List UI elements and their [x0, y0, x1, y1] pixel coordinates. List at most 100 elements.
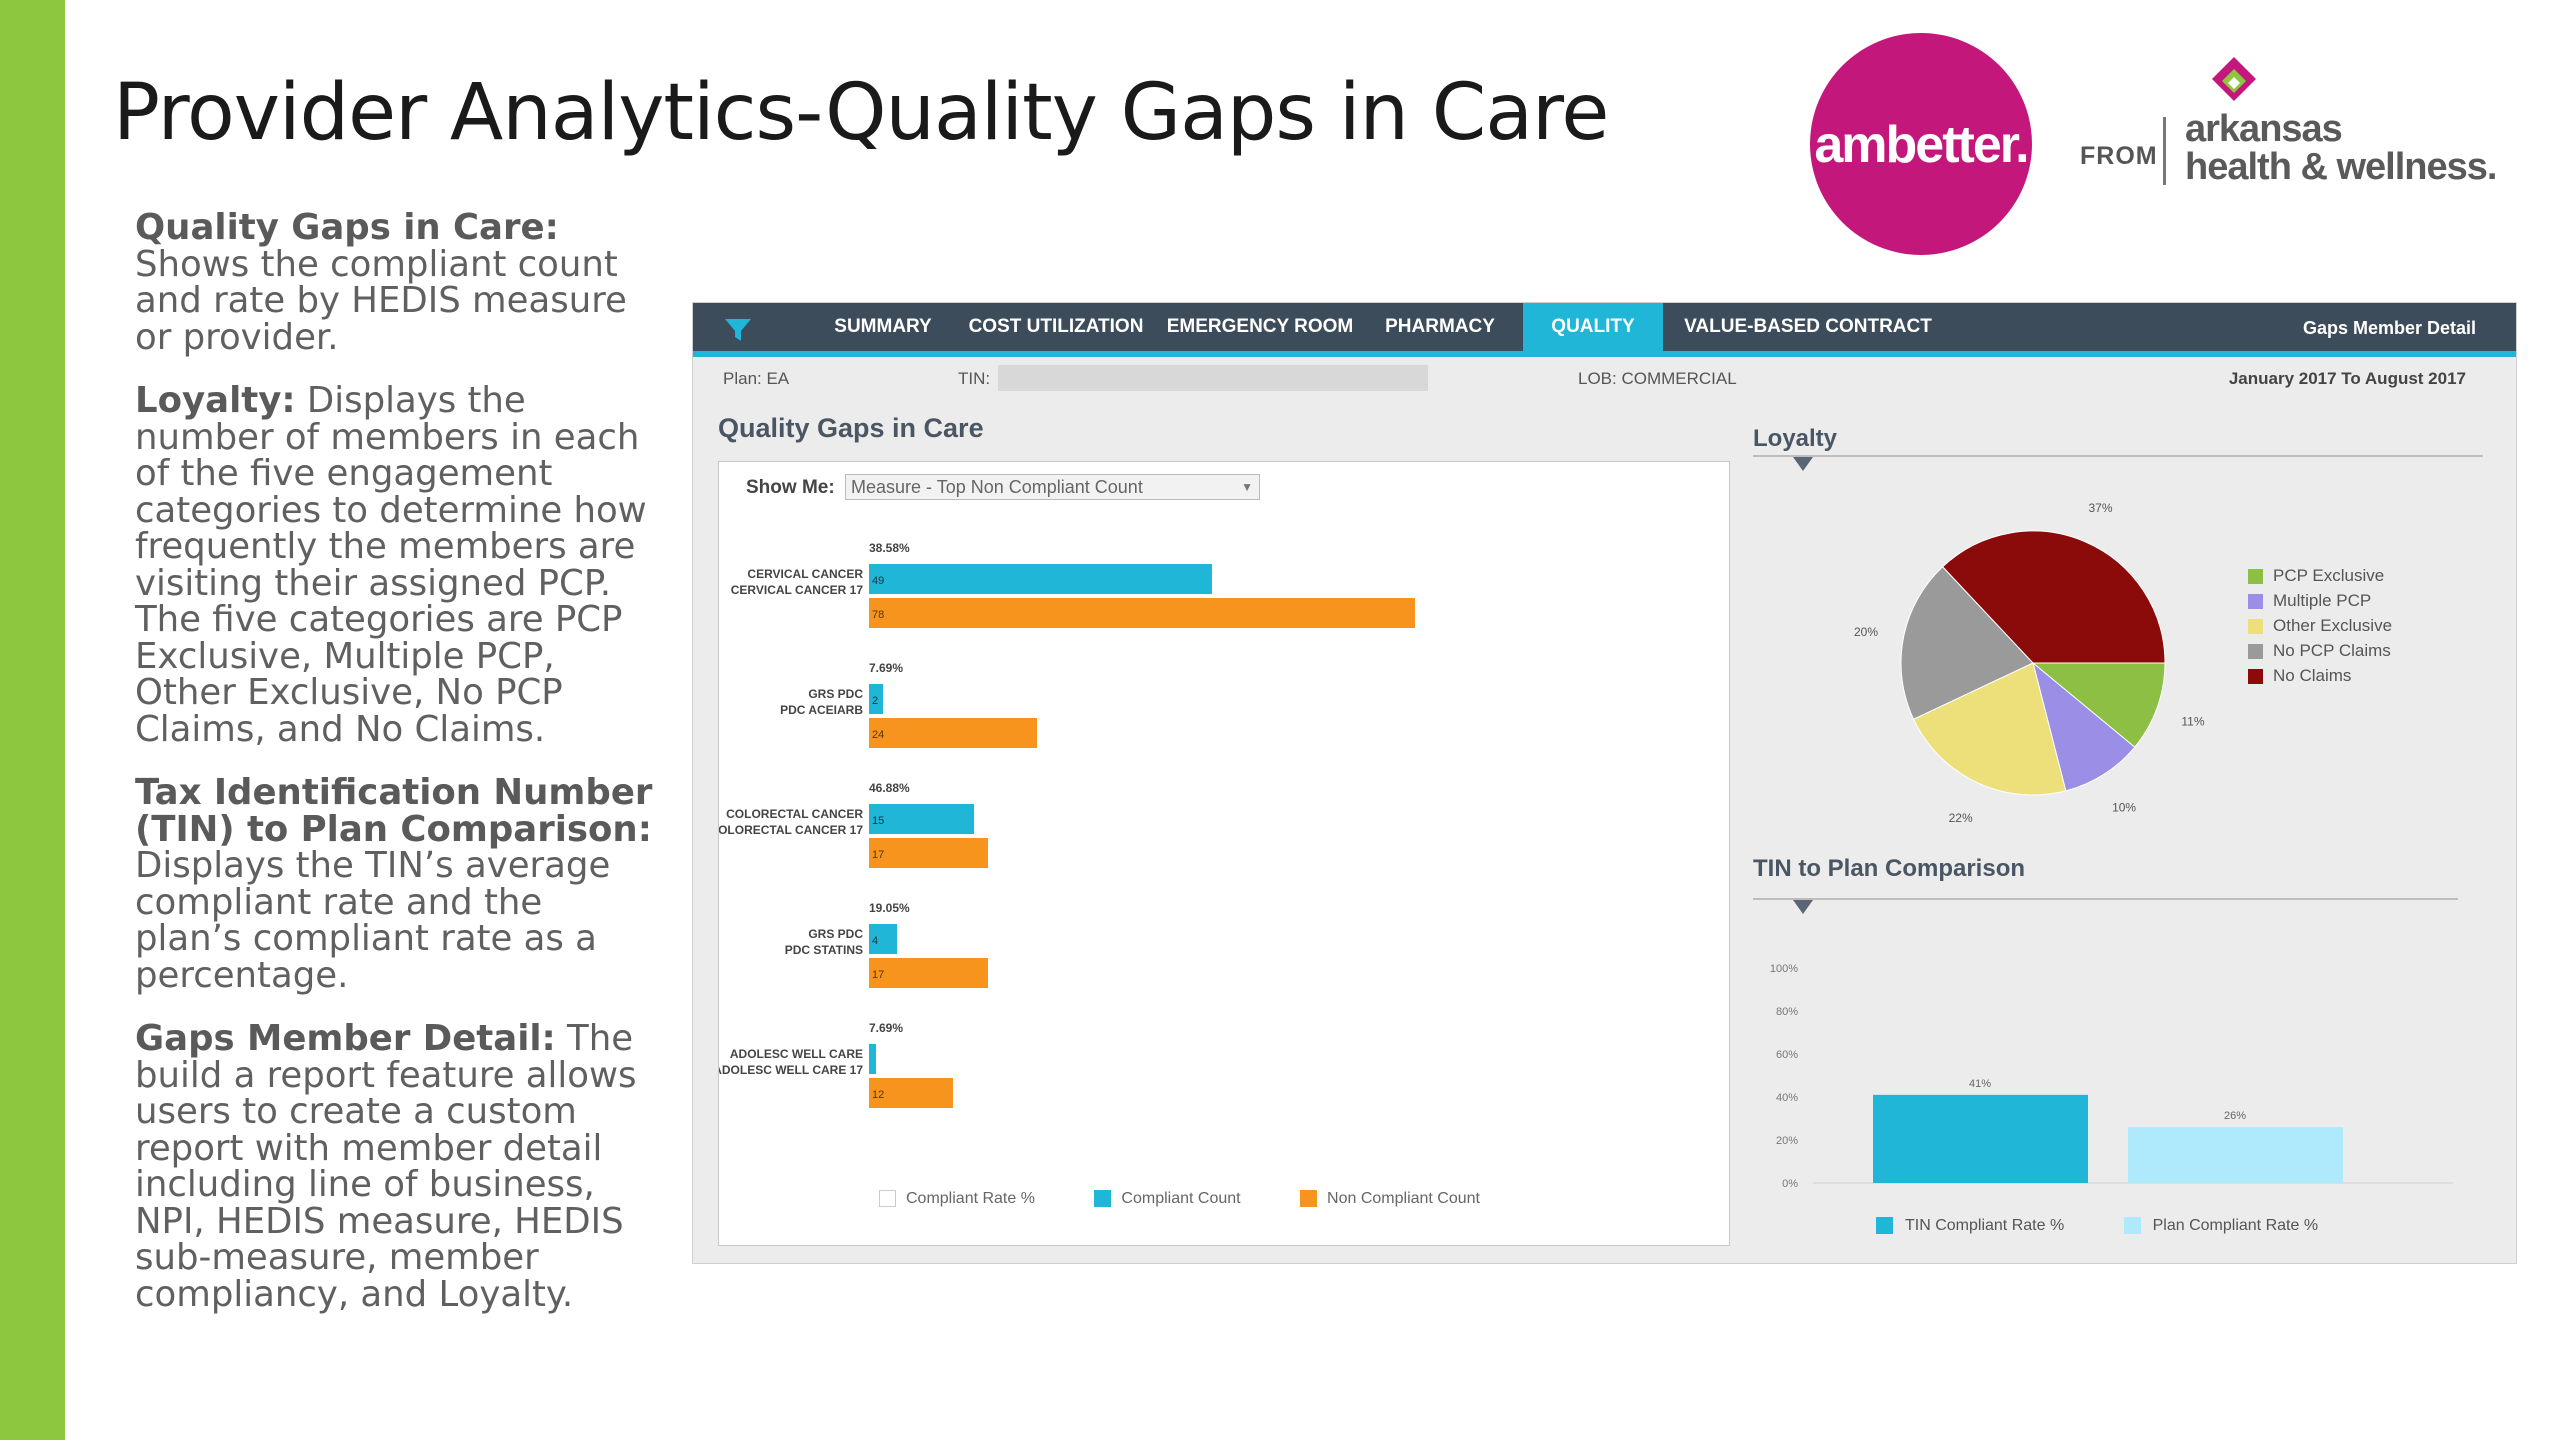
legend-label: PCP Exclusive [2273, 566, 2385, 585]
pie-slice-label: 20% [1854, 625, 1878, 639]
quality-gaps-panel: Show Me: Measure - Top Non Compliant Cou… [718, 461, 1730, 1246]
rate-label: 46.88% [869, 781, 910, 795]
non-compliant-count-label: 78 [872, 609, 884, 621]
dashboard-screenshot: SUMMARY COST UTILIZATION EMERGENCY ROOM … [692, 302, 2517, 1264]
compliant-count-label: 2 [872, 695, 878, 707]
tab-emergency-room[interactable]: EMERGENCY ROOM [1166, 316, 1354, 337]
y-tick-label: 100% [1770, 963, 1798, 975]
ambetter-logo: ambetter. [1810, 33, 2032, 255]
logo-divider [2163, 117, 2166, 185]
legend-compliant-rate[interactable]: Compliant Rate % [879, 1190, 1035, 1208]
legend-label: No PCP Claims [2273, 641, 2391, 660]
legend-non-compliant-count[interactable]: Non Compliant Count [1300, 1190, 1480, 1208]
non-compliant-count-label: 17 [872, 849, 884, 861]
quality-gaps-title: Quality Gaps in Care [718, 413, 984, 443]
show-me-select[interactable]: Measure - Top Non Compliant Count ▼ [845, 474, 1260, 500]
partner-logo-line1: arkansas [2185, 108, 2343, 150]
compliant-count-label: 15 [872, 815, 884, 827]
loyalty-legend: PCP Exclusive Multiple PCP Other Exclusive… [2248, 563, 2392, 688]
tin-comparison-bar-chart: 0% 20% 40% 60% 80% 100% 41% 26% [1770, 963, 2453, 1190]
tin-input[interactable] [998, 365, 1428, 391]
compliant-count-bar[interactable] [869, 684, 883, 714]
compliant-count-bar[interactable] [869, 1044, 876, 1074]
legend-tin-rate[interactable]: TIN Compliant Rate % [1876, 1217, 2064, 1235]
tin-comparison-divider [1753, 898, 2458, 900]
rate-label: 7.69% [869, 661, 903, 675]
loyalty-legend-item[interactable]: No PCP Claims [2248, 638, 2392, 663]
y-tick-label: 60% [1776, 1049, 1798, 1061]
tab-pharmacy[interactable]: PHARMACY [1385, 316, 1495, 337]
filter-icon[interactable] [723, 315, 753, 345]
non-compliant-count-bar[interactable] [869, 958, 988, 988]
rate-label: 7.69% [869, 1021, 903, 1035]
y-tick-label: 0% [1782, 1178, 1798, 1190]
rate-label: 19.05% [869, 901, 910, 915]
compliant-count-bar[interactable] [869, 804, 974, 834]
loyalty-pie-chart: 11% 10% 22% 20% 37% [1854, 501, 2205, 825]
tab-quality[interactable]: QUALITY [1523, 303, 1663, 351]
legend-swatch [2248, 644, 2263, 660]
legend-swatch [2248, 619, 2263, 635]
category-label: ADOLESC WELL CARE [730, 1047, 863, 1061]
legend-swatch [2248, 594, 2263, 610]
desc-tin-comparison: Tax Identification Number (TIN) to Plan … [135, 772, 653, 996]
tab-summary[interactable]: SUMMARY [834, 316, 932, 337]
non-compliant-count-bar[interactable] [869, 718, 1037, 748]
tin-comparison-value-label: 41% [1969, 1078, 1991, 1090]
non-compliant-count-label: 24 [872, 729, 884, 741]
non-compliant-count-bar[interactable] [869, 598, 1415, 628]
category-label: COLORECTAL CANCER [726, 807, 863, 821]
tin-label: TIN: [958, 369, 991, 388]
date-range: January 2017 To August 2017 [2228, 369, 2466, 388]
pie-slice[interactable] [2032, 661, 2136, 792]
lob-filter[interactable]: LOB: COMMERCIAL [1578, 369, 1737, 388]
non-compliant-count-bar[interactable] [869, 838, 988, 868]
legend-compliant-count[interactable]: Compliant Count [1094, 1190, 1241, 1208]
compliant-count-label: 49 [872, 575, 884, 587]
loyalty-legend-item[interactable]: Multiple PCP [2248, 588, 2392, 613]
legend-plan-rate[interactable]: Plan Compliant Rate % [2123, 1217, 2318, 1235]
desc-gaps-member-detail: Gaps Member Detail: The build a report f… [135, 1018, 637, 1315]
pie-slice-label: 11% [2181, 715, 2204, 729]
y-tick-label: 20% [1776, 1135, 1798, 1147]
quality-gaps-legend: Compliant Rate % Compliant Count Non Com… [879, 1190, 1535, 1208]
gaps-member-detail-link[interactable]: Gaps Member Detail [2302, 318, 2476, 338]
non-compliant-count-bar[interactable] [869, 1078, 953, 1108]
y-tick-label: 40% [1776, 1092, 1798, 1104]
category-label: ADOLESC WELL CARE 17 [719, 1063, 863, 1077]
category-label: CERVICAL CANCER 17 [731, 583, 864, 597]
ambetter-logo-text: ambetter. [1814, 116, 2029, 174]
loyalty-legend-item[interactable]: No Claims [2248, 663, 2392, 688]
loyalty-legend-item[interactable]: Other Exclusive [2248, 613, 2392, 638]
tab-value-based-contract[interactable]: VALUE-BASED CONTRACT [1684, 316, 1932, 337]
loyalty-divider [1753, 455, 2483, 457]
loyalty-title: Loyalty [1753, 425, 1838, 452]
plan-filter[interactable]: Plan: EA [723, 369, 790, 388]
tab-cost-utilization[interactable]: COST UTILIZATION [968, 316, 1144, 337]
feature-descriptions: Quality Gaps in Care: Shows the complian… [135, 207, 655, 1340]
legend-label: Other Exclusive [2273, 616, 2393, 635]
desc-loyalty: Loyalty: Displays the number of members … [135, 380, 647, 750]
tin-comparison-bar[interactable] [2128, 1127, 2343, 1183]
pie-slice[interactable] [2031, 662, 2166, 748]
diamond-logo-icon [2212, 57, 2256, 101]
tin-comparison-bar[interactable] [1873, 1094, 2088, 1183]
loyalty-caret-icon [1793, 457, 1813, 471]
loyalty-legend-item[interactable]: PCP Exclusive [2248, 563, 2392, 588]
rate-label: 38.58% [869, 541, 910, 555]
logo-from-text: FROM [2080, 142, 2158, 170]
slide-accent-bar [0, 0, 65, 1440]
legend-swatch [2248, 669, 2263, 685]
pie-slice[interactable] [1900, 566, 2034, 720]
compliant-count-bar[interactable] [869, 924, 897, 954]
y-tick-label: 80% [1776, 1006, 1798, 1018]
desc-quality-gaps: Quality Gaps in Care: Shows the complian… [135, 207, 627, 358]
tin-comparison-value-label: 26% [2224, 1110, 2246, 1122]
pie-slice[interactable] [1941, 530, 2166, 664]
pie-slice-label: 10% [2112, 801, 2136, 815]
pie-slice-label: 37% [2088, 501, 2112, 515]
compliant-count-bar[interactable] [869, 564, 1212, 594]
tin-comparison-caret-icon [1793, 900, 1813, 914]
pie-slice[interactable] [1912, 662, 2067, 796]
tin-comparison-title: TIN to Plan Comparison [1753, 855, 2026, 882]
